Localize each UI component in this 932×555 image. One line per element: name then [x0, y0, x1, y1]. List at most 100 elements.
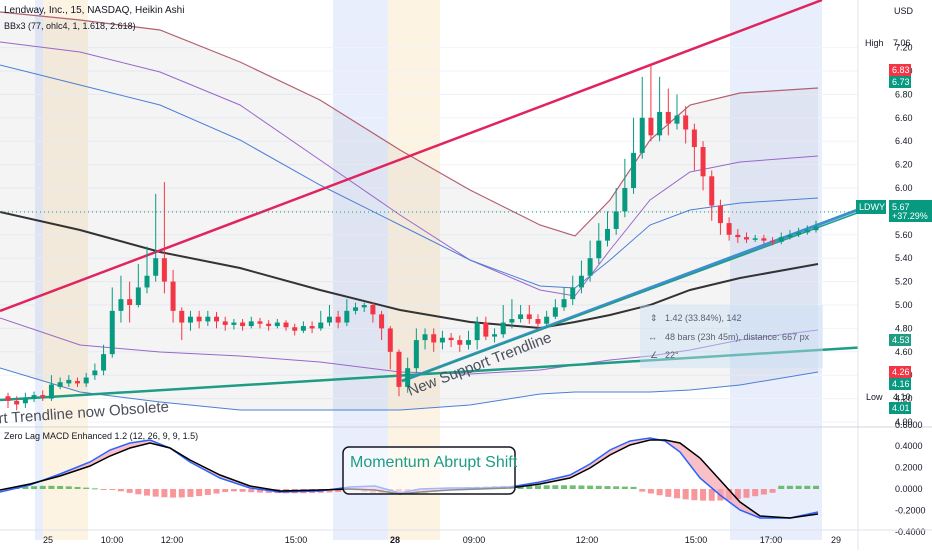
candle	[509, 299, 515, 329]
last-change-text: +37.29%	[892, 211, 928, 221]
candle	[31, 391, 37, 403]
price-tick-label: 4.60	[895, 347, 913, 357]
histogram-bar	[31, 486, 38, 489]
candle	[83, 372, 89, 387]
candle	[274, 319, 280, 329]
candle	[804, 225, 810, 235]
candle	[248, 316, 254, 329]
measure-bars-text: 48 bars (23h 45m), distance: 667 px	[665, 332, 810, 342]
histogram-bar	[22, 486, 29, 489]
histogram-bar	[144, 489, 151, 496]
histogram-bar	[813, 485, 819, 489]
time-tick-label: 09:00	[463, 535, 486, 545]
histogram-bar	[708, 489, 715, 501]
candle	[353, 302, 359, 315]
low-label: Low	[866, 392, 883, 402]
price-tick-label: 5.60	[895, 230, 913, 240]
candle	[709, 170, 715, 221]
candle	[127, 281, 133, 323]
price-tick-label: 6.20	[895, 160, 913, 170]
histogram-bar	[743, 489, 750, 498]
symbol-tag	[856, 200, 886, 214]
high-value: 7.06	[893, 38, 911, 48]
time-axis: 25 10:00 12:00 15:00 28 09:00 12:00 15:00 17:00 2…	[43, 535, 841, 545]
measure-tool[interactable]: ⇕ 1.42 (33.84%), 142 ↔ 48 bars (23h 45m)…	[640, 305, 823, 368]
candle	[752, 234, 758, 242]
candle	[526, 305, 532, 324]
price-tick-label: 6.60	[895, 113, 913, 123]
price-tick-label: 6.80	[895, 89, 913, 99]
candle	[587, 240, 593, 282]
candle	[144, 246, 150, 294]
candle	[231, 319, 237, 330]
candle	[492, 328, 498, 343]
candle	[483, 316, 489, 341]
currency-label: USD	[894, 6, 914, 16]
candle	[535, 314, 541, 329]
momentum-annotation[interactable]: Momentum Abrupt Shift	[342, 446, 518, 495]
candle	[161, 182, 167, 294]
candlesticks	[5, 65, 819, 411]
candle	[153, 193, 159, 282]
time-tick-label: 28	[390, 535, 400, 545]
histogram-bar	[48, 485, 55, 489]
price-tags: High 7.06 6.83 6.73 LDWY 5.67 +37.29% 4.…	[856, 38, 932, 414]
time-tick-label: 25	[43, 535, 53, 545]
time-tick-label: 29	[831, 535, 841, 545]
candle	[335, 310, 341, 329]
histogram-bar	[587, 485, 594, 489]
candle	[770, 237, 776, 246]
macd-title: Zero Lag MACD Enhanced 1.2 (12, 26, 9, 9…	[4, 431, 198, 441]
candle	[665, 88, 671, 136]
candle	[735, 228, 741, 243]
histogram-bar	[152, 489, 159, 497]
price-tick-label: 5.20	[895, 277, 913, 287]
measure-box	[640, 305, 823, 368]
candle	[474, 316, 480, 350]
candle	[135, 264, 141, 308]
candle	[813, 220, 819, 233]
time-tick-label: 12:00	[161, 535, 184, 545]
histogram-bar	[734, 489, 741, 499]
candle	[622, 158, 628, 218]
tag-red-2	[889, 366, 911, 378]
bollinger-band-fill	[0, 12, 818, 410]
trendline-old-support[interactable]	[0, 345, 869, 402]
price-axis-bg	[858, 0, 932, 550]
histogram-bar	[109, 489, 116, 490]
histogram-bar	[760, 489, 767, 495]
candle	[344, 299, 350, 327]
high-label: High	[865, 38, 884, 48]
histogram-bar	[569, 485, 576, 489]
candle	[691, 123, 697, 171]
candle	[413, 328, 419, 373]
histogram-bar	[769, 489, 776, 493]
candle	[196, 310, 202, 329]
candle	[326, 305, 332, 327]
candle	[48, 375, 54, 401]
macd-tick-label: 0.0000	[895, 484, 923, 494]
macd-tick-label: 0.4000	[895, 441, 923, 451]
candle	[561, 287, 567, 311]
tag-trend-text: 4.53	[892, 335, 910, 345]
candle	[717, 199, 723, 235]
macd-tick-label: -0.2000	[895, 505, 926, 515]
candle	[300, 321, 306, 334]
trendline-red[interactable]	[0, 0, 823, 313]
candle	[518, 305, 524, 323]
candle	[796, 227, 802, 238]
candle	[422, 328, 428, 350]
last-price-text: 5.67	[892, 202, 910, 212]
candle	[465, 330, 471, 350]
histogram-bar	[613, 486, 620, 489]
histogram-bar	[561, 485, 568, 489]
measure-bars-icon: ↔	[648, 332, 657, 342]
histogram-bar	[604, 486, 611, 489]
histogram-bar	[543, 485, 550, 489]
histogram-bar	[248, 489, 255, 493]
candle	[726, 217, 732, 241]
candle	[500, 305, 506, 338]
histogram-bar	[700, 489, 707, 501]
measure-angle-icon: ∠	[650, 350, 658, 360]
